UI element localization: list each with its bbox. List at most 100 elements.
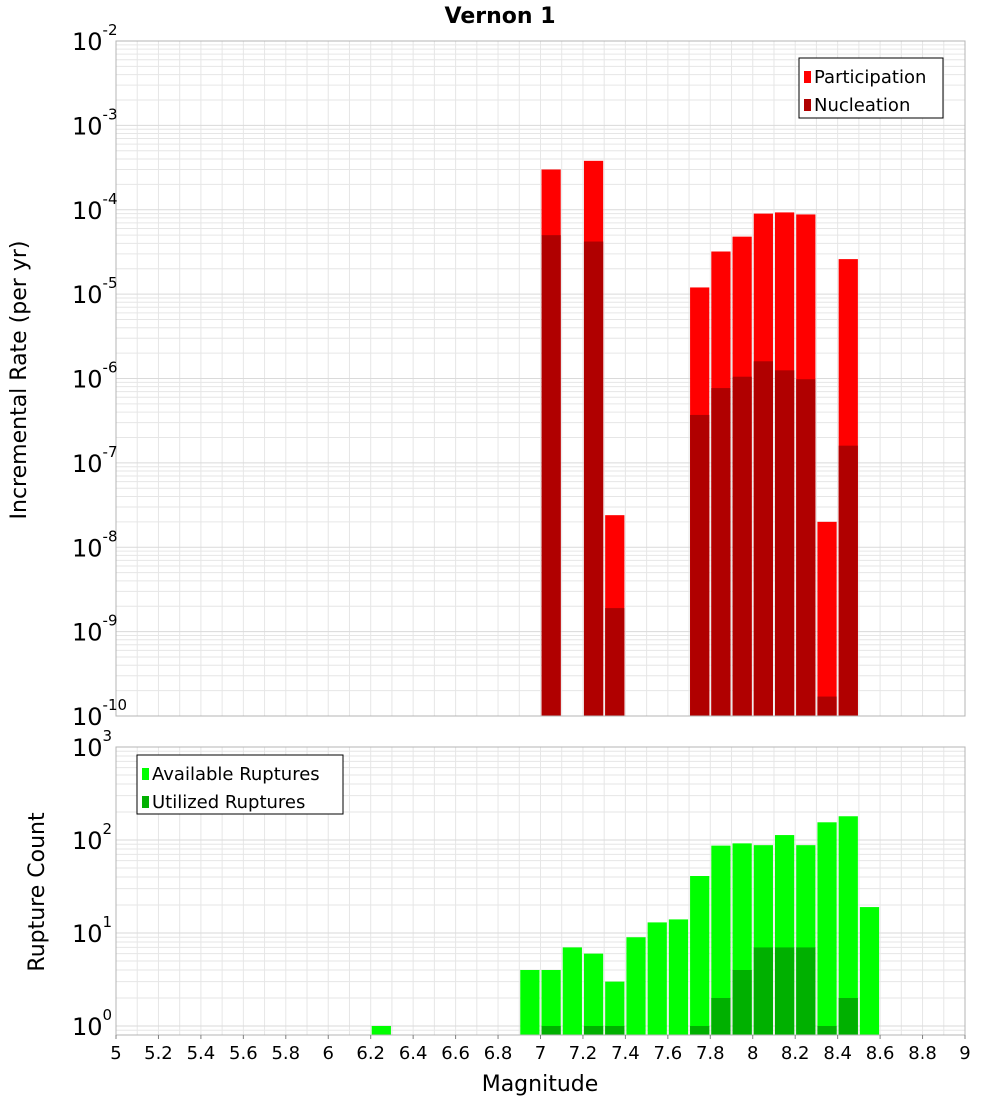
x-tick-label: 8.2 <box>781 1043 810 1064</box>
count-bar <box>541 969 561 1035</box>
x-tick-label: 7.6 <box>654 1043 683 1064</box>
legend-swatch <box>804 71 811 83</box>
rate-y-tick-label: 10-9 <box>72 612 118 647</box>
count-bar <box>690 876 710 1035</box>
x-tick-label: 7.8 <box>696 1043 725 1064</box>
x-tick-label: 6.2 <box>356 1043 385 1064</box>
x-tick-label: 6 <box>323 1043 334 1064</box>
x-tick-label: 6.4 <box>399 1043 428 1064</box>
rate-y-tick-label: 10-4 <box>72 190 118 225</box>
count-y-tick-label: 102 <box>72 820 112 855</box>
count-bar <box>371 1025 391 1035</box>
count-y-tick-label: 103 <box>72 727 112 762</box>
legend-label: Nucleation <box>814 95 910 116</box>
x-tick-label: 6.6 <box>441 1043 470 1064</box>
count-bar <box>626 937 646 1035</box>
rate-grid <box>115 40 966 717</box>
count-bar <box>690 1025 710 1035</box>
y-tick-exponent: -6 <box>103 359 118 377</box>
y-tick-exponent: -10 <box>103 696 128 714</box>
x-tick-label: 6.8 <box>484 1043 513 1064</box>
legend-box <box>136 754 344 815</box>
legend-swatch <box>142 796 149 808</box>
count-bar <box>562 947 582 1035</box>
y-tick-exponent: -7 <box>103 443 118 461</box>
count-bar <box>668 919 689 1035</box>
legend-label: Participation <box>814 67 926 88</box>
y-tick-exponent: -2 <box>103 21 118 39</box>
legend-label: Available Ruptures <box>152 764 320 785</box>
rate-bar <box>690 414 710 716</box>
rate-bar <box>753 361 773 716</box>
x-tick-label: 5.4 <box>187 1043 216 1064</box>
x-tick-label: 7 <box>535 1043 546 1064</box>
legend-label: Utilized Ruptures <box>152 792 305 813</box>
x-tick-label: 7.4 <box>611 1043 640 1064</box>
count-bar <box>583 953 604 1035</box>
rate-bar <box>774 370 795 716</box>
rate-bar <box>605 608 625 716</box>
rate-y-axis-label: Incremental Rate (per yr) <box>7 241 32 520</box>
rate-bar <box>838 445 858 716</box>
rate-y-tick-label: 10-3 <box>72 105 118 140</box>
y-tick-exponent: 1 <box>103 913 113 931</box>
count-y-tick-label: 101 <box>72 913 112 948</box>
x-tick-label: 7.2 <box>569 1043 598 1064</box>
count-bar <box>817 1025 837 1035</box>
count-bar <box>753 947 773 1035</box>
rate-bar <box>796 379 816 716</box>
count-bar <box>605 1025 625 1035</box>
legend-swatch <box>804 99 811 111</box>
y-tick-exponent: 2 <box>103 820 113 838</box>
x-tick-label: 5 <box>110 1043 121 1064</box>
x-tick-label: 5.2 <box>144 1043 173 1064</box>
rate-series-1 <box>541 235 858 717</box>
y-tick-exponent: -8 <box>103 527 118 545</box>
y-tick-exponent: -5 <box>103 274 118 292</box>
count-bar <box>796 947 816 1035</box>
count-bar <box>541 1025 561 1035</box>
rate-bar <box>583 241 604 717</box>
count-bar <box>583 1025 604 1035</box>
rate-y-tick-label: 10-7 <box>72 443 118 478</box>
x-tick-label: 8 <box>747 1043 758 1064</box>
rate-panel: 10-2 10-3 10-4 10-5 10-6 10-7 10-8 10-9 10-10 Par… <box>72 21 966 731</box>
x-axis-label: Magnitude <box>482 1072 599 1097</box>
count-bar <box>838 816 858 1035</box>
count-y-axis-label: Rupture Count <box>25 812 50 972</box>
rate-bar <box>732 376 752 716</box>
y-tick-exponent: -4 <box>103 190 118 208</box>
count-y-tick-label: 100 <box>72 1006 112 1041</box>
y-tick-exponent: 0 <box>103 1006 113 1024</box>
y-tick-exponent: -3 <box>103 105 118 123</box>
count-bar <box>817 822 837 1035</box>
legend-box <box>798 57 944 119</box>
x-tick-label: 5.6 <box>229 1043 258 1064</box>
x-tick-label: 5.8 <box>271 1043 300 1064</box>
rate-y-tick-label: 10-2 <box>72 21 118 56</box>
count-bar <box>732 969 752 1035</box>
count-bar <box>774 947 795 1035</box>
x-tick-label: 8.8 <box>908 1043 937 1064</box>
chart-title: Vernon 1 <box>445 4 556 29</box>
rate-bar <box>541 235 561 716</box>
x-tick-label: 9 <box>959 1043 970 1064</box>
y-tick-exponent: -9 <box>103 612 118 630</box>
count-bar <box>605 981 625 1035</box>
count-bar <box>838 997 858 1035</box>
count-bar <box>647 922 667 1035</box>
y-tick-exponent: 3 <box>103 727 113 745</box>
rate-y-tick-label: 10-6 <box>72 359 118 394</box>
rate-bar <box>817 696 837 716</box>
rate-legend: Participation Nucleation <box>798 57 944 119</box>
x-tick-label: 8.6 <box>866 1043 895 1064</box>
rate-y-tick-label: 10-8 <box>72 527 118 562</box>
count-bar <box>520 969 540 1035</box>
count-series-1 <box>541 947 858 1035</box>
rate-y-tick-label: 10-10 <box>72 696 127 731</box>
count-bar <box>859 907 880 1035</box>
rate-y-tick-label: 10-5 <box>72 274 118 309</box>
rate-bar <box>711 388 731 716</box>
